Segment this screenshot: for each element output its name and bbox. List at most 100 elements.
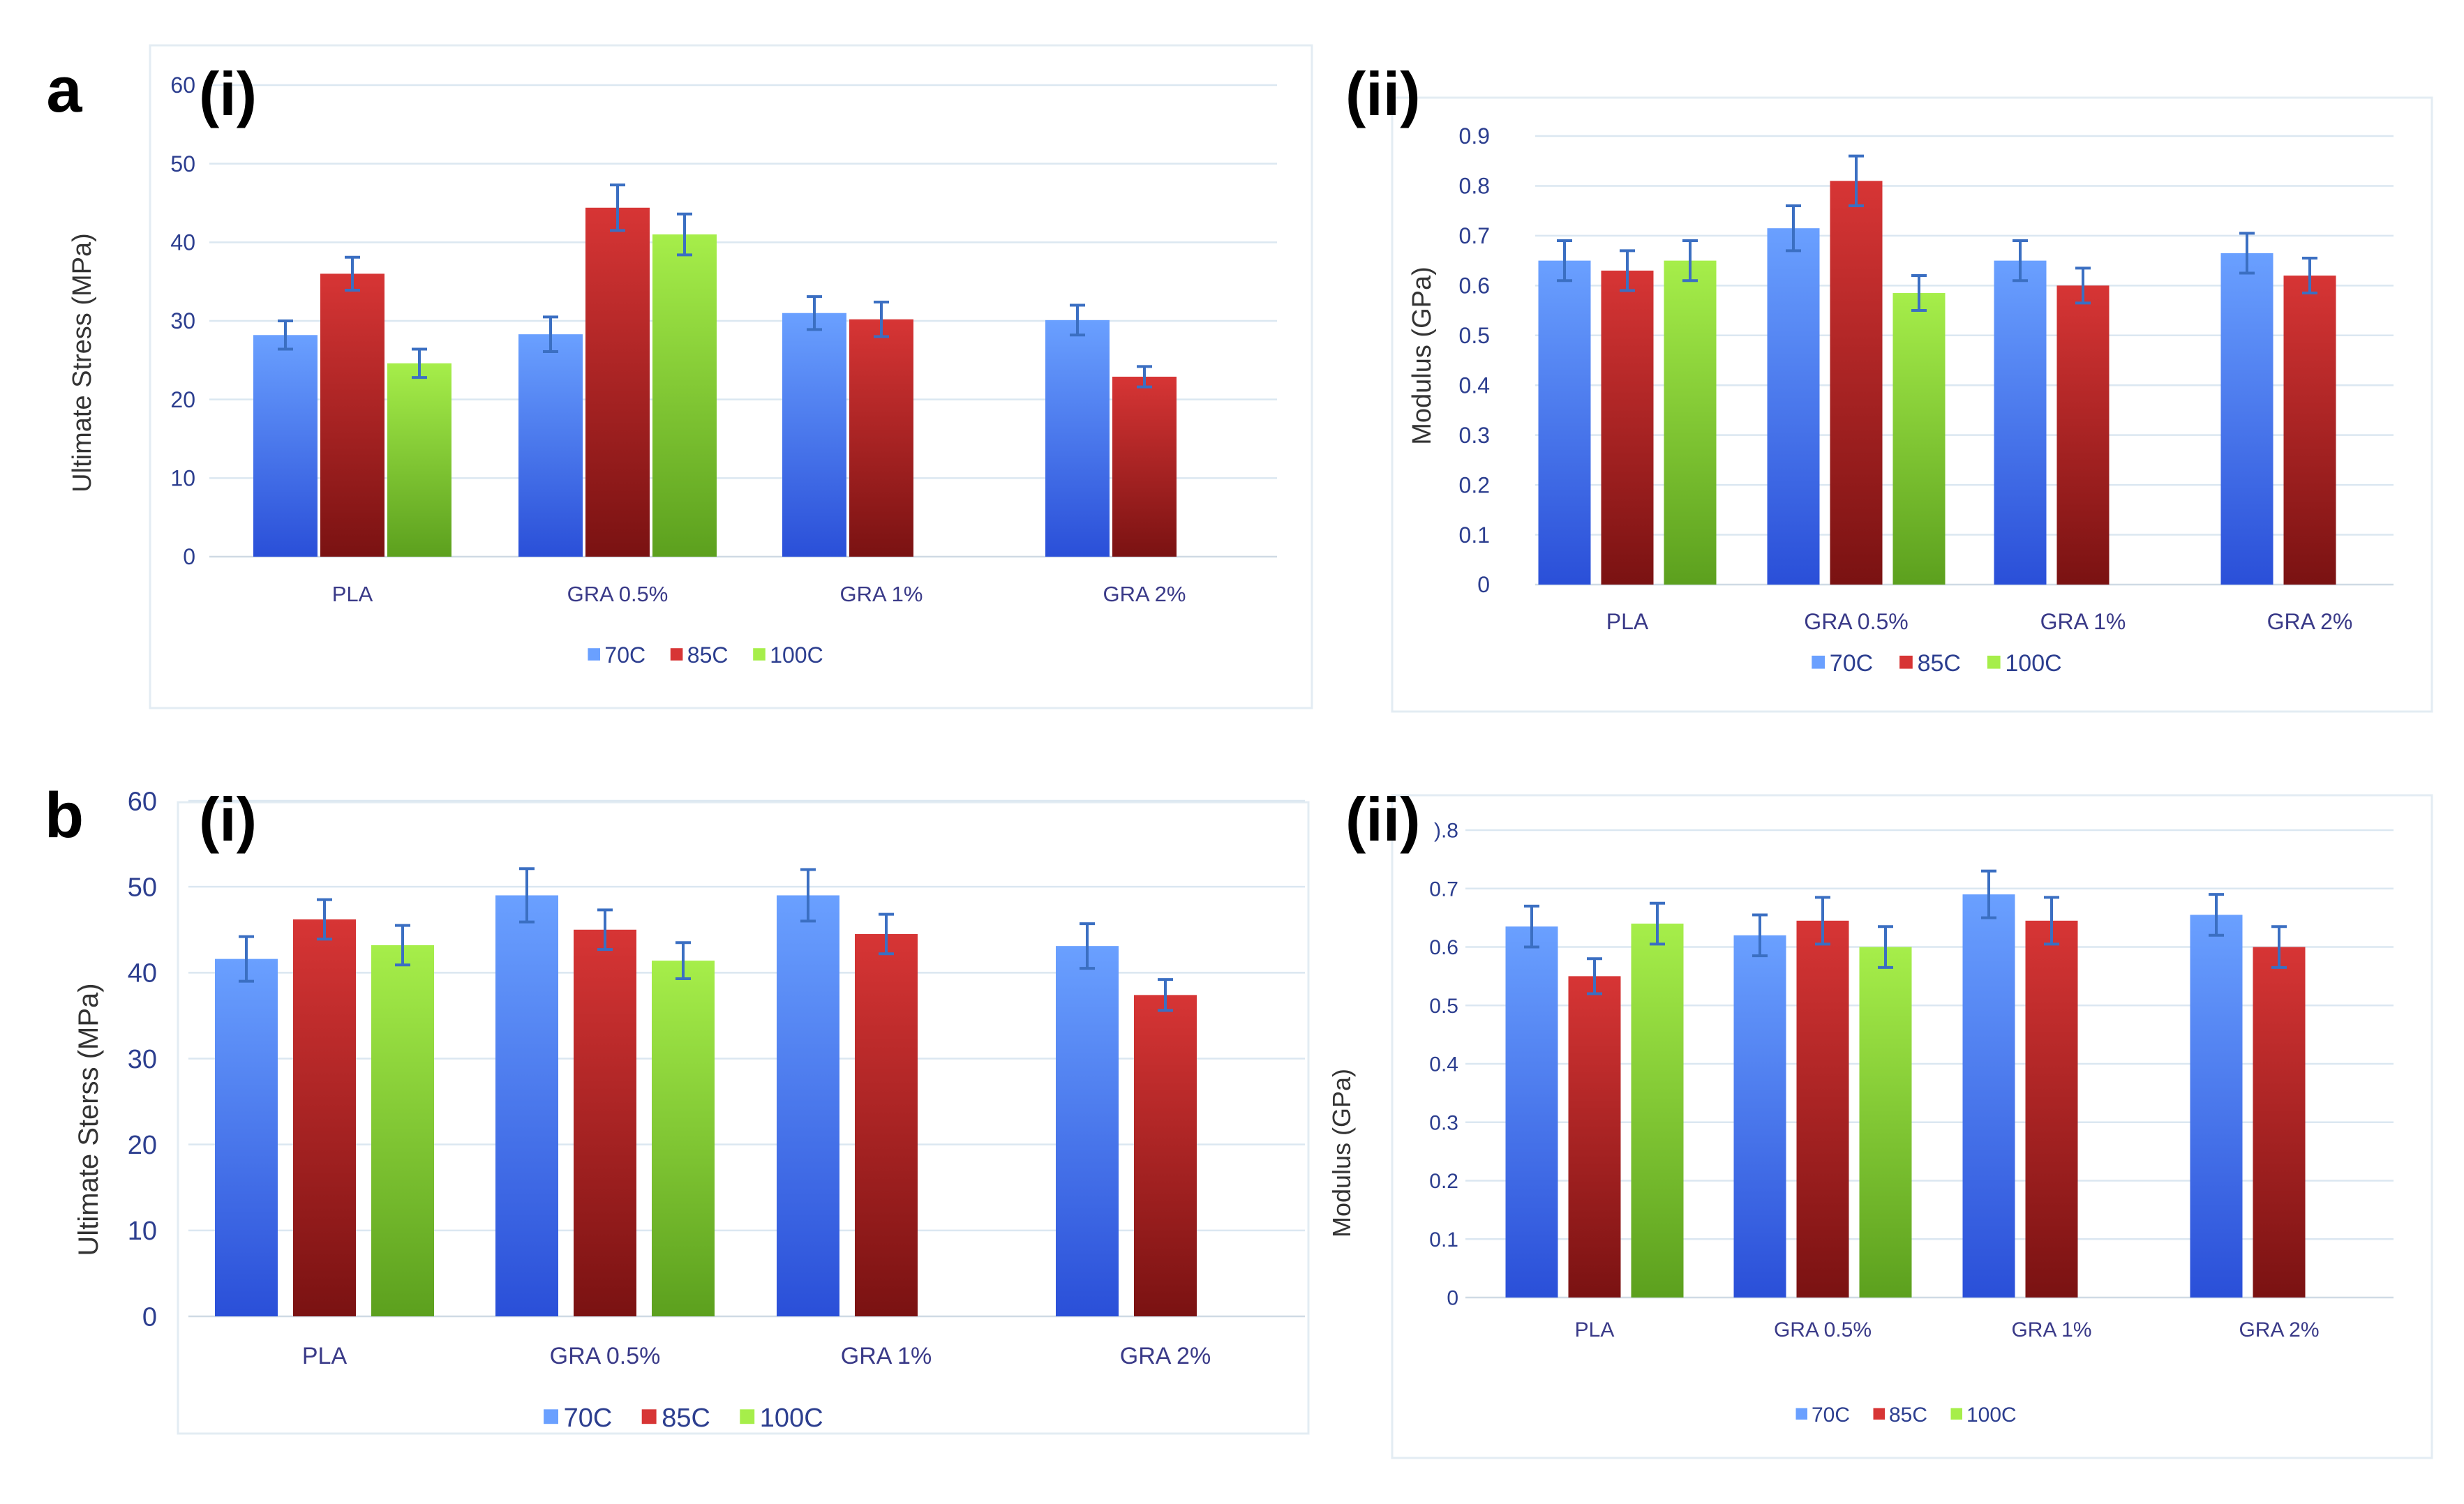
bar-70C-pla — [215, 958, 278, 1316]
chart-panel-b-i: 0 10 20 30 40 50 60 Ultimate Sterss (MPa) PLA GRA… — [45, 780, 1310, 1435]
legend-swatch-100C — [753, 648, 766, 661]
y-tick-label: 0 — [142, 1302, 157, 1332]
y-tick-label: 0 — [1477, 572, 1490, 597]
bar-70C-gra-2- — [1045, 319, 1110, 557]
error-bar — [2044, 896, 2059, 946]
y-tick-label: 50 — [170, 151, 195, 176]
y-tick-label: 10 — [128, 1217, 157, 1246]
y-tick-label: 0.5 — [1459, 323, 1490, 348]
error-bar — [1137, 365, 1152, 389]
y-axis-label: Ultimate Stress (MPa) — [68, 233, 97, 492]
legend-label-85C: 85C — [1918, 650, 1961, 677]
category-label: GRA 1% — [841, 1343, 932, 1369]
bar-70C-gra-2- — [2190, 915, 2243, 1298]
category-label: GRA 2% — [1103, 582, 1186, 606]
legend-swatch-85C — [670, 648, 683, 661]
y-tick-label: 0.9 — [1459, 123, 1490, 149]
row-label: a — [46, 54, 82, 126]
error-bar — [1878, 925, 1893, 969]
y-tick-label: 10 — [170, 466, 195, 491]
bar-100C-pla — [1631, 924, 1684, 1298]
y-tick-label: 0.5 — [1429, 995, 1458, 1018]
error-bar — [800, 868, 816, 923]
category-label: GRA 0.5% — [1804, 609, 1908, 634]
legend-swatch-100C — [740, 1409, 755, 1424]
y-tick-label: 0.6 — [1429, 936, 1458, 959]
row-label: b — [45, 780, 84, 851]
error-bar — [1849, 154, 1864, 208]
bar-100C-pla — [371, 945, 434, 1316]
legend-swatch-85C — [641, 1409, 657, 1424]
y-axis-label: Modulus (GPa) — [1327, 1069, 1356, 1238]
legend-swatch-100C — [1950, 1408, 1962, 1420]
bar-100C-gra-0-5- — [652, 961, 715, 1316]
panel-frame — [177, 801, 1310, 1435]
error-bar — [1815, 896, 1830, 946]
panel-frame — [1391, 794, 2433, 1459]
bar-70C-gra-0-5- — [1767, 228, 1820, 585]
bar-70C-gra-1- — [782, 313, 846, 557]
y-tick-label: 0.2 — [1429, 1170, 1458, 1193]
y-tick-label: 40 — [128, 959, 157, 988]
y-tick-label: 0.3 — [1429, 1111, 1458, 1134]
bar-85C-gra-1- — [855, 933, 918, 1316]
error-bar — [1524, 904, 1539, 949]
error-bar — [675, 941, 691, 980]
bar-100C-gra-0-5- — [1859, 947, 1912, 1298]
error-bar — [543, 315, 558, 353]
bar-70C-gra-0-5- — [518, 334, 583, 557]
error-bar — [1981, 869, 1996, 919]
chart-panel-a-i: 0 10 20 30 40 50 60 Ultimate Stress (MPa) PLA GRA… — [46, 44, 1313, 709]
y-tick-label: 0.7 — [1459, 223, 1490, 248]
y-axis-label: Modulus (GPa) — [1408, 266, 1437, 445]
error-bar — [610, 183, 625, 232]
error-bar — [874, 300, 889, 338]
error-bar — [412, 347, 427, 379]
category-label: GRA 2% — [2239, 1318, 2319, 1341]
y-tick-label: 0.3 — [1459, 423, 1490, 448]
panel-frame — [149, 44, 1313, 709]
y-tick-label: 0.7 — [1429, 878, 1458, 901]
error-bar — [1070, 303, 1085, 337]
y-tick-label: 0.4 — [1429, 1053, 1458, 1076]
error-bar — [317, 898, 332, 941]
legend-swatch-70C — [1812, 655, 1825, 669]
error-bar — [1557, 239, 1572, 283]
bar-70C-gra-2- — [1056, 946, 1119, 1316]
bar-85C-pla — [293, 919, 356, 1316]
error-bar — [879, 912, 894, 956]
legend-label-70C: 70C — [1812, 1404, 1850, 1427]
legend-swatch-70C — [588, 648, 600, 661]
legend-label-100C: 100C — [2005, 650, 2061, 677]
bar-70C-gra-1- — [1994, 260, 2047, 585]
error-bar — [2271, 925, 2287, 969]
category-label: GRA 1% — [2011, 1318, 2091, 1341]
legend-swatch-70C — [544, 1409, 558, 1424]
chart-panel-b-ii: 0 0.1 0.2 0.3 0.4 0.5 0.6 0.7).8 Modulus (GPa) PL… — [1327, 785, 2433, 1459]
legend-label-100C: 100C — [1966, 1404, 2017, 1427]
bar-85C-gra-2- — [1112, 376, 1177, 557]
error-bar — [1080, 922, 1095, 970]
panel-sub-label: (i) — [199, 785, 257, 854]
bar-70C-gra-0-5- — [1733, 935, 1786, 1298]
error-bar — [278, 319, 293, 351]
bar-85C-gra-1- — [849, 319, 913, 557]
error-bar — [1587, 957, 1602, 995]
error-bar — [2302, 257, 2317, 295]
legend-swatch-85C — [1873, 1408, 1885, 1420]
bar-85C-gra-0-5- — [585, 207, 650, 557]
bar-100C-pla — [387, 363, 451, 557]
legend-swatch-85C — [1899, 655, 1913, 669]
bar-100C-pla — [1664, 260, 1717, 585]
legend-swatch-70C — [1795, 1408, 1807, 1420]
legend-label-70C: 70C — [1830, 650, 1873, 677]
legend-swatch-100C — [1987, 655, 2001, 669]
category-label: GRA 1% — [840, 582, 923, 606]
bar-85C-gra-0-5- — [1830, 181, 1883, 585]
bar-70C-pla — [1538, 260, 1591, 585]
y-tick-label: 0.8 — [1459, 174, 1490, 199]
y-tick-label: 0 — [1447, 1287, 1458, 1310]
legend-label-85C: 85C — [1889, 1404, 1927, 1427]
bar-85C-gra-2- — [1134, 995, 1197, 1316]
category-label: GRA 0.5% — [550, 1343, 661, 1369]
